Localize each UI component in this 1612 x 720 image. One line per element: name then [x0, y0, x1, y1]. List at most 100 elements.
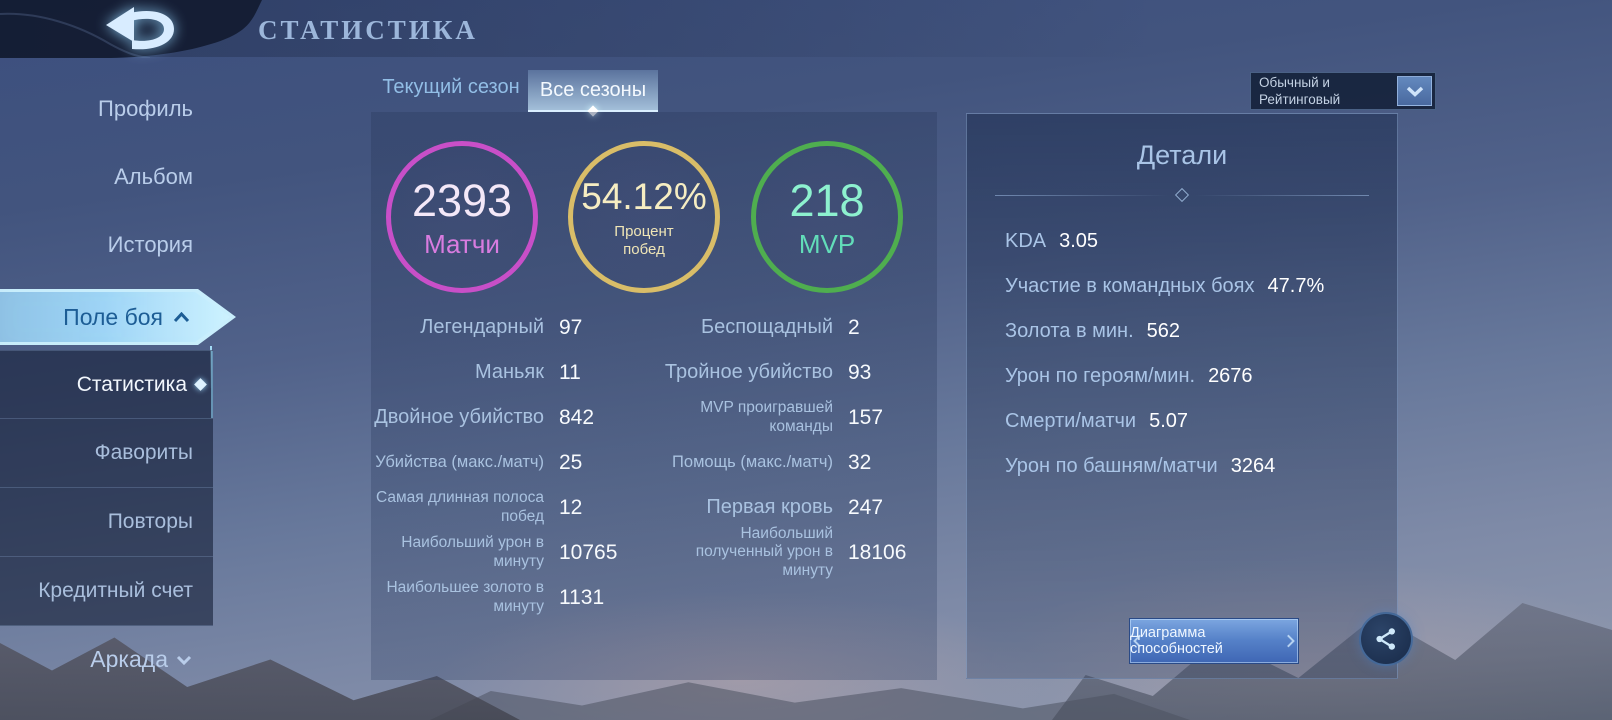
sidebar-item-arcade[interactable]: Аркада	[0, 646, 210, 673]
submenu-item-credit-score[interactable]: Кредитный счет	[0, 557, 213, 626]
detail-row: Участие в командных боях 47.7%	[1005, 264, 1377, 309]
stat-row: Самая длинная полоса побед 12	[372, 485, 644, 530]
submenu-item-label: Фавориты	[94, 441, 193, 464]
sidebar-item-label: Профиль	[98, 96, 193, 121]
detail-label: Урон по башням/матчи	[1005, 455, 1218, 477]
detail-value: 3264	[1230, 455, 1276, 477]
winrate-value: 54.12%	[581, 176, 707, 218]
winrate-label: Процент побед	[614, 223, 674, 258]
stat-label: Легендарный	[420, 316, 544, 338]
back-button[interactable]	[100, 5, 186, 53]
matches-label: Матчи	[424, 228, 500, 259]
submenu-item-replays[interactable]: Повторы	[0, 488, 213, 557]
header-band	[0, 0, 1612, 57]
stat-label: MVP проигравшей команды	[700, 398, 833, 435]
stat-label: Убийства (макс./матч)	[375, 453, 544, 471]
stat-value: 1131	[559, 585, 605, 609]
detail-value: 3.05	[1059, 230, 1099, 252]
submenu-item-label: Кредитный счет	[38, 579, 193, 602]
mvp-circle: 218 MVP	[751, 141, 903, 293]
stat-label: Наибольшее золото в минуту	[386, 578, 544, 615]
stat-label: Помощь (макс./матч)	[672, 453, 833, 471]
sidebar-item-history[interactable]: История	[0, 232, 193, 258]
winrate-circle: 54.12% Процент побед	[568, 141, 720, 293]
stat-value: 97	[559, 315, 583, 339]
chevron-up-icon	[173, 311, 190, 322]
detail-row: Урон по героям/мин. 2676	[1005, 354, 1377, 399]
stat-value: 247	[848, 495, 884, 519]
detail-row: KDA 3.05	[1005, 219, 1377, 264]
stat-label: Двойное убийство	[374, 406, 544, 428]
submenu-item-favorites[interactable]: Фавориты	[0, 419, 213, 488]
battlefield-submenu: Статистика Фавориты Повторы Кредитный сч…	[0, 350, 213, 626]
divider-line	[1195, 194, 1369, 196]
stat-value: 842	[559, 405, 595, 429]
detail-value: 2676	[1208, 365, 1253, 387]
stat-label: Самая длинная полоса побед	[375, 488, 544, 525]
detail-label: Золота в мин.	[1005, 320, 1134, 342]
stat-label: Наибольший полученный урон в минуту	[695, 524, 833, 579]
detail-row: Золота в мин. 562	[1005, 309, 1377, 354]
stat-row: Первая кровь 247	[655, 485, 935, 530]
dropdown-chevron-button[interactable]	[1397, 76, 1432, 106]
stat-label: Первая кровь	[706, 496, 833, 518]
tab-all-seasons[interactable]: Все сезоны	[528, 70, 658, 117]
matches-value: 2393	[411, 174, 513, 226]
stat-value: 157	[848, 405, 884, 429]
stat-row: Наибольший полученный урон в минуту 1810…	[655, 525, 935, 579]
stat-label: Беспощадный	[700, 316, 833, 338]
share-button[interactable]	[1359, 612, 1413, 666]
detail-value: 562	[1146, 320, 1181, 342]
stat-row: Маньяк 11	[372, 350, 644, 395]
stat-row: MVP проигравшей команды 157	[655, 395, 935, 440]
stats-column-right: Беспощадный 2 Тройное убийство 93 MVP пр…	[655, 305, 935, 579]
tab-label: Все сезоны	[539, 78, 647, 101]
chevron-down-icon	[1406, 86, 1423, 97]
detail-label: Урон по героям/мин.	[1005, 365, 1196, 387]
tab-current-season[interactable]: Текущий сезон	[382, 76, 520, 98]
stat-value: 12	[559, 495, 583, 519]
button-label: Диаграмма способностей	[1130, 625, 1223, 657]
stats-column-left: Легендарный 97 Маньяк 11 Двойное убийств…	[372, 305, 644, 620]
submenu-item-label: Повторы	[107, 510, 193, 533]
stat-row: Наибольший урон в минуту 10765	[372, 530, 644, 575]
detail-row: Урон по башням/матчи 3264	[1005, 444, 1377, 489]
divider-line	[995, 194, 1169, 196]
mode-filter-dropdown[interactable]: Обычный и Рейтинговый	[1250, 72, 1436, 110]
details-divider	[995, 186, 1369, 204]
stat-value: 10765	[559, 540, 618, 564]
stat-row: Легендарный 97	[372, 305, 644, 350]
sidebar-item-battlefield[interactable]: Поле боя	[0, 289, 236, 345]
detail-value: 5.07	[1149, 410, 1189, 432]
stat-value: 32	[848, 450, 872, 474]
submenu-item-label: Статистика	[76, 372, 187, 396]
stat-value: 2	[848, 315, 860, 339]
page-title: СТАТИСТИКА	[258, 15, 478, 45]
sidebar-item-label: Аркада	[90, 646, 168, 672]
stat-value: 93	[848, 360, 872, 384]
details-title: Детали	[1136, 140, 1228, 170]
details-rows: KDA 3.05 Участие в командных боях 47.7% …	[1005, 219, 1377, 489]
selected-diamond-icon	[194, 378, 207, 391]
sidebar-item-profile[interactable]: Профиль	[0, 96, 193, 122]
stats-panel: 2393 Матчи 54.12% Процент побед 218 MVP …	[371, 112, 937, 680]
stat-label: Маньяк	[474, 361, 544, 383]
mvp-value: 218	[789, 174, 865, 226]
sidebar-item-album[interactable]: Альбом	[0, 164, 193, 190]
share-icon	[1376, 628, 1395, 650]
stat-value: 11	[559, 360, 581, 384]
detail-label: KDA	[1005, 230, 1047, 252]
stat-row: Тройное убийство 93	[655, 350, 935, 395]
stat-value: 18106	[848, 540, 907, 564]
detail-label: Смерти/матчи	[1005, 410, 1137, 432]
detail-label: Участие в командных боях	[1005, 275, 1255, 297]
mvp-label: MVP	[798, 228, 856, 259]
battlefield-banner: Поле боя	[0, 292, 230, 342]
submenu-item-statistics[interactable]: Статистика	[0, 350, 213, 419]
matches-circle: 2393 Матчи	[386, 141, 538, 293]
stat-row: Убийства (макс./матч) 25	[372, 440, 644, 485]
sidebar-item-label: Поле боя	[63, 303, 163, 330]
divider-diamond-icon	[1174, 187, 1190, 203]
ability-diagram-button[interactable]: Диаграмма способностей	[1129, 618, 1299, 664]
